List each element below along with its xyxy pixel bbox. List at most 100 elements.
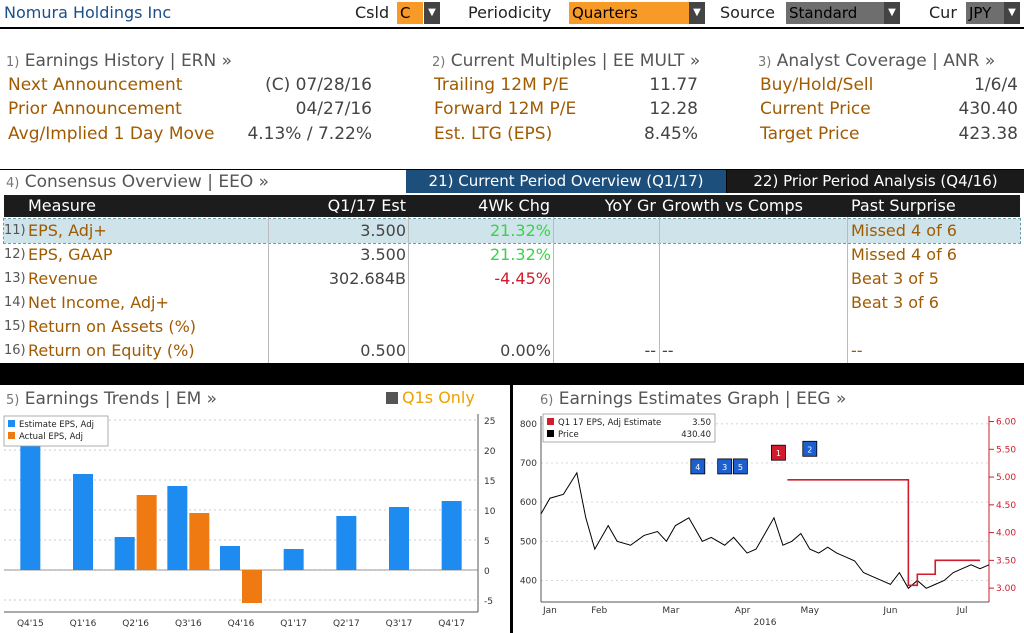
analyst-coverage-title[interactable]: 3) Analyst Coverage | ANR »: [758, 51, 996, 71]
cell-comps: [662, 315, 842, 339]
right-tick-label: 6.00: [996, 418, 1016, 428]
y-tick-label: -5: [484, 597, 493, 607]
chevron-down-icon[interactable]: ▼: [1004, 2, 1020, 24]
x-tick-label: Q4'16: [228, 619, 255, 629]
chevron-down-icon[interactable]: ▼: [424, 2, 440, 24]
forward-pe-value: 12.28: [649, 99, 698, 119]
chevron-down-icon[interactable]: ▼: [689, 2, 705, 24]
col-estimate[interactable]: Q1/17 Est: [327, 196, 406, 215]
col-measure[interactable]: Measure: [28, 196, 96, 215]
legend-label: Price: [558, 430, 579, 440]
actual-bar: [136, 495, 157, 570]
chevron-down-icon[interactable]: ▼: [884, 2, 900, 24]
forward-pe-label: Forward 12M P/E: [434, 99, 577, 119]
right-tick-label: 5.50: [996, 445, 1016, 455]
next-announcement-label: Next Announcement: [8, 75, 183, 95]
legend-swatch: [8, 420, 15, 427]
estimate-bar: [336, 516, 357, 570]
cell-yoy: --: [644, 341, 656, 360]
trailing-pe-label: Trailing 12M P/E: [434, 75, 569, 95]
est-ltg-label: Est. LTG (EPS): [434, 124, 553, 144]
cell-measure: Return on Assets (%): [28, 317, 197, 336]
cell-chg: 21.32%: [489, 221, 551, 240]
divider: [659, 217, 660, 363]
col-past-surprise[interactable]: Past Surprise: [851, 196, 956, 215]
currency-label: Cur: [929, 3, 957, 22]
col-growth-vs-comps[interactable]: Growth vs Comps: [662, 196, 803, 215]
event-marker-label: 5: [738, 463, 743, 472]
currency-dropdown[interactable]: JPY: [966, 2, 1004, 24]
current-multiples-title[interactable]: 2) Current Multiples | EE MULT »: [432, 51, 701, 71]
day-move-value: 4.13% / 7.22%: [247, 124, 372, 144]
consensus-overview-title[interactable]: 4) Consensus Overview | EEO »: [6, 172, 270, 192]
cell-comps: [662, 291, 842, 315]
source-dropdown[interactable]: Standard: [786, 2, 884, 24]
periodicity-label: Periodicity: [468, 3, 552, 22]
right-tick-label: 4.00: [996, 529, 1016, 539]
legend-label: Actual EPS, Adj: [19, 432, 83, 442]
cell-comps: [662, 219, 842, 243]
periodicity-dropdown[interactable]: Quarters: [569, 2, 689, 24]
q1s-only-label[interactable]: Q1s Only: [402, 388, 475, 407]
estimate-bar: [114, 537, 135, 570]
legend-swatch: [547, 418, 554, 425]
cell-surprise: Missed 4 of 6: [851, 245, 957, 264]
cell-chg: 21.32%: [489, 245, 551, 264]
estimate-bar: [73, 474, 93, 570]
y-tick-label: 600: [520, 498, 537, 508]
buy-hold-sell-label: Buy/Hold/Sell: [760, 75, 874, 95]
y-tick-label: 25: [484, 417, 495, 427]
prior-announcement-label: Prior Announcement: [8, 99, 182, 119]
right-tick-label: 3.50: [996, 556, 1016, 566]
x-tick-label: Apr: [735, 606, 751, 616]
x-tick-label: Q1'16: [70, 619, 97, 629]
earnings-graph-title[interactable]: 6) Earnings Estimates Graph | EEG »: [540, 389, 847, 409]
cell-est: [270, 315, 406, 339]
legend-label: Estimate EPS, Adj: [19, 420, 94, 430]
cell-est: 302.684B: [328, 269, 406, 288]
right-tick-label: 5.00: [996, 473, 1016, 483]
earnings-trends-title[interactable]: 5) Earnings Trends | EM »: [6, 389, 218, 409]
cell-chg: [410, 315, 551, 339]
y-tick-label: 15: [484, 477, 495, 487]
cell-num: 13): [4, 271, 26, 286]
y-tick-label: 20: [484, 447, 496, 457]
cell-surprise: Missed 4 of 6: [851, 221, 957, 240]
x-tick-label: Jun: [882, 606, 897, 616]
security-title: Nomura Holdings Inc: [4, 3, 172, 22]
earnings-history-title[interactable]: 1) Earnings History | ERN »: [6, 51, 233, 71]
estimate-bar: [283, 549, 304, 570]
divider: [408, 217, 409, 363]
y-tick-label: 10: [484, 507, 496, 517]
cell-est: 3.500: [360, 221, 406, 240]
table-row[interactable]: [3, 218, 1021, 244]
chart-background: [513, 410, 1024, 633]
x-tick-label: Q3'17: [386, 619, 413, 629]
col-4wk-chg[interactable]: 4Wk Chg: [478, 196, 550, 215]
target-price-value: 423.38: [958, 124, 1018, 144]
cell-est: [270, 291, 406, 315]
cell-comps: [662, 267, 842, 291]
consensus-title-bg: [0, 170, 406, 194]
x-tick-label: Q2'16: [122, 619, 149, 629]
tab-prior-period[interactable]: 22) Prior Period Analysis (Q4/16): [727, 170, 1024, 193]
cell-surprise: Beat 3 of 6: [851, 293, 939, 312]
x-tick-label: Q1'17: [280, 619, 307, 629]
cell-chg: [410, 291, 551, 315]
event-marker: [690, 458, 706, 475]
col-yoy-gr[interactable]: YoY Gr: [604, 196, 656, 215]
legend-box: [3, 415, 109, 447]
x-tick-label: Q4'15: [17, 619, 44, 629]
tab-current-period[interactable]: 21) Current Period Overview (Q1/17): [406, 170, 726, 193]
trailing-pe-value: 11.77: [649, 75, 698, 95]
x-tick-label: Q3'16: [175, 619, 202, 629]
q1s-only-checkbox[interactable]: [386, 392, 398, 404]
cell-num: 15): [4, 319, 26, 334]
divider: [553, 217, 554, 363]
y-tick-label: 0: [484, 567, 490, 577]
x-tick-label: Q4'17: [438, 619, 465, 629]
cell-num: 12): [4, 247, 26, 262]
cell-measure: EPS, GAAP: [28, 245, 113, 264]
csld-dropdown[interactable]: C: [397, 2, 423, 24]
event-marker-label: 4: [695, 463, 700, 472]
